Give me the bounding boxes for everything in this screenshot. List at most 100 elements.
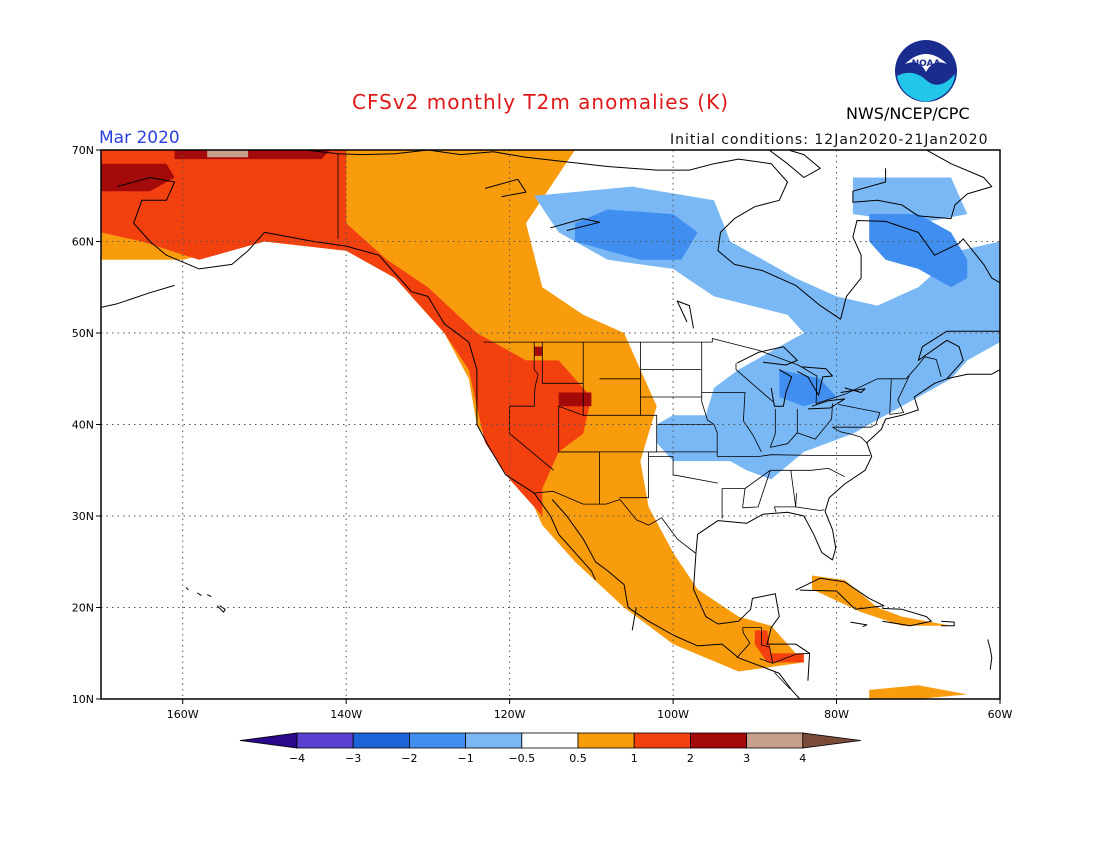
political-border <box>795 493 825 511</box>
coastline <box>676 300 694 329</box>
political-border <box>832 404 881 428</box>
colorbar-swatch <box>521 732 579 749</box>
political-border <box>770 432 798 448</box>
political-border <box>790 470 797 507</box>
colorbar-max-arrow <box>802 732 861 749</box>
lon-tick-label: 120W <box>494 708 526 721</box>
political-border <box>701 342 715 425</box>
political-border <box>736 627 751 659</box>
colorbar-swatch <box>296 732 354 749</box>
coastline <box>484 178 527 198</box>
coastline <box>117 177 596 581</box>
anomaly-region-2-3 <box>534 346 543 356</box>
colorbar-label: −0.5 <box>508 752 535 765</box>
noaa-logo-text: NOAA <box>912 59 941 69</box>
coastline <box>850 621 868 628</box>
coastline <box>753 150 821 178</box>
colorbar-swatch <box>352 732 410 749</box>
coastline <box>216 605 226 613</box>
colorbar-label: 0.5 <box>569 752 587 765</box>
lat-tick-label: 40N <box>72 419 94 432</box>
political-border <box>742 470 771 509</box>
coastline <box>695 369 1000 561</box>
colorbar-min-arrow <box>239 732 298 749</box>
coastline <box>917 330 1000 380</box>
valid-month: Mar 2020 <box>99 128 180 148</box>
anomaly-region--2--1 <box>575 209 698 260</box>
lat-tick-label: 70N <box>72 144 94 157</box>
political-border <box>772 652 810 664</box>
coastline <box>797 366 833 396</box>
political-border <box>483 338 942 404</box>
lat-tick-label: 20N <box>72 602 94 615</box>
political-border <box>509 342 555 471</box>
anomaly-region--2--1 <box>779 369 837 407</box>
coastline <box>852 150 993 220</box>
axis-tick-labels: 160W 140W 120W 100W 80W 60W 10N 20N 30N 40N 50N 60N… <box>72 144 1013 721</box>
coastline <box>197 592 202 597</box>
coastline <box>206 594 212 597</box>
coastline <box>551 499 801 699</box>
political-border <box>774 672 791 690</box>
anomaly-shading <box>101 150 1000 699</box>
coastline <box>631 607 637 631</box>
anomaly-region-1-2 <box>754 630 804 663</box>
anomaly-region--2--1 <box>869 214 968 288</box>
political-border <box>796 403 833 440</box>
agency-label: NWS/NCEP/CPC <box>846 104 970 123</box>
lon-tick-label: 140W <box>330 708 362 721</box>
colorbar-swatch <box>577 732 635 749</box>
coastline <box>300 150 841 320</box>
colorbar-swatch <box>633 732 691 749</box>
lat-lon-gridlines <box>101 150 1000 699</box>
anomaly-region-2-3 <box>558 392 592 407</box>
anomaly-region-0.5-1 <box>812 575 951 626</box>
colorbar-label: −4 <box>289 752 305 765</box>
political-border <box>742 488 746 508</box>
anomaly-region-0.5-1 <box>101 150 804 672</box>
anomaly-region--1--0.5 <box>852 177 968 224</box>
coastlines-and-borders <box>101 150 1000 699</box>
map-title: CFSv2 monthly T2m anomalies (K) <box>352 90 729 114</box>
political-border <box>541 342 584 384</box>
colorbar-label: −3 <box>345 752 361 765</box>
colorbar-swatch <box>690 732 748 749</box>
colorbar: −4 −3 −2 −1 −0.5 0.5 1 2 3 4 <box>239 732 861 765</box>
initial-conditions: Initial conditions: 12Jan2020-21Jan2020 <box>670 132 989 148</box>
political-border <box>701 392 762 453</box>
coastline <box>693 552 811 681</box>
political-border <box>742 627 762 645</box>
coastline <box>941 620 955 627</box>
coastline <box>795 577 885 610</box>
political-border <box>759 644 774 664</box>
lat-tick-label: 10N <box>72 693 94 706</box>
colorbar-label: 4 <box>799 752 806 765</box>
noaa-logo-icon: NOAA <box>895 40 957 102</box>
lon-tick-label: 160W <box>167 708 199 721</box>
lat-tick-label: 50N <box>72 327 94 340</box>
colorbar-label: 1 <box>631 752 638 765</box>
colorbar-label: 3 <box>743 752 750 765</box>
anomaly-region-2-3 <box>101 163 175 192</box>
anomaly-region-1-2 <box>101 150 592 516</box>
lon-tick-label: 80W <box>824 708 849 721</box>
coastline <box>840 220 1000 320</box>
coastline <box>770 369 793 407</box>
political-border <box>889 375 910 415</box>
political-border <box>735 363 774 402</box>
anomaly-region-3-4 <box>207 150 249 158</box>
anomaly-region-0.5-1 <box>869 685 968 699</box>
coastline <box>807 398 846 410</box>
political-border <box>722 468 845 489</box>
lon-tick-label: 100W <box>657 708 689 721</box>
political-border <box>713 424 718 457</box>
lat-tick-label: 30N <box>72 510 94 523</box>
coastline <box>550 218 600 231</box>
anomaly-region-2-3 <box>174 150 330 160</box>
political-border <box>717 454 871 457</box>
political-border <box>832 426 868 444</box>
coastline <box>882 607 932 627</box>
coastline <box>185 587 189 591</box>
colorbar-label: 2 <box>687 752 694 765</box>
